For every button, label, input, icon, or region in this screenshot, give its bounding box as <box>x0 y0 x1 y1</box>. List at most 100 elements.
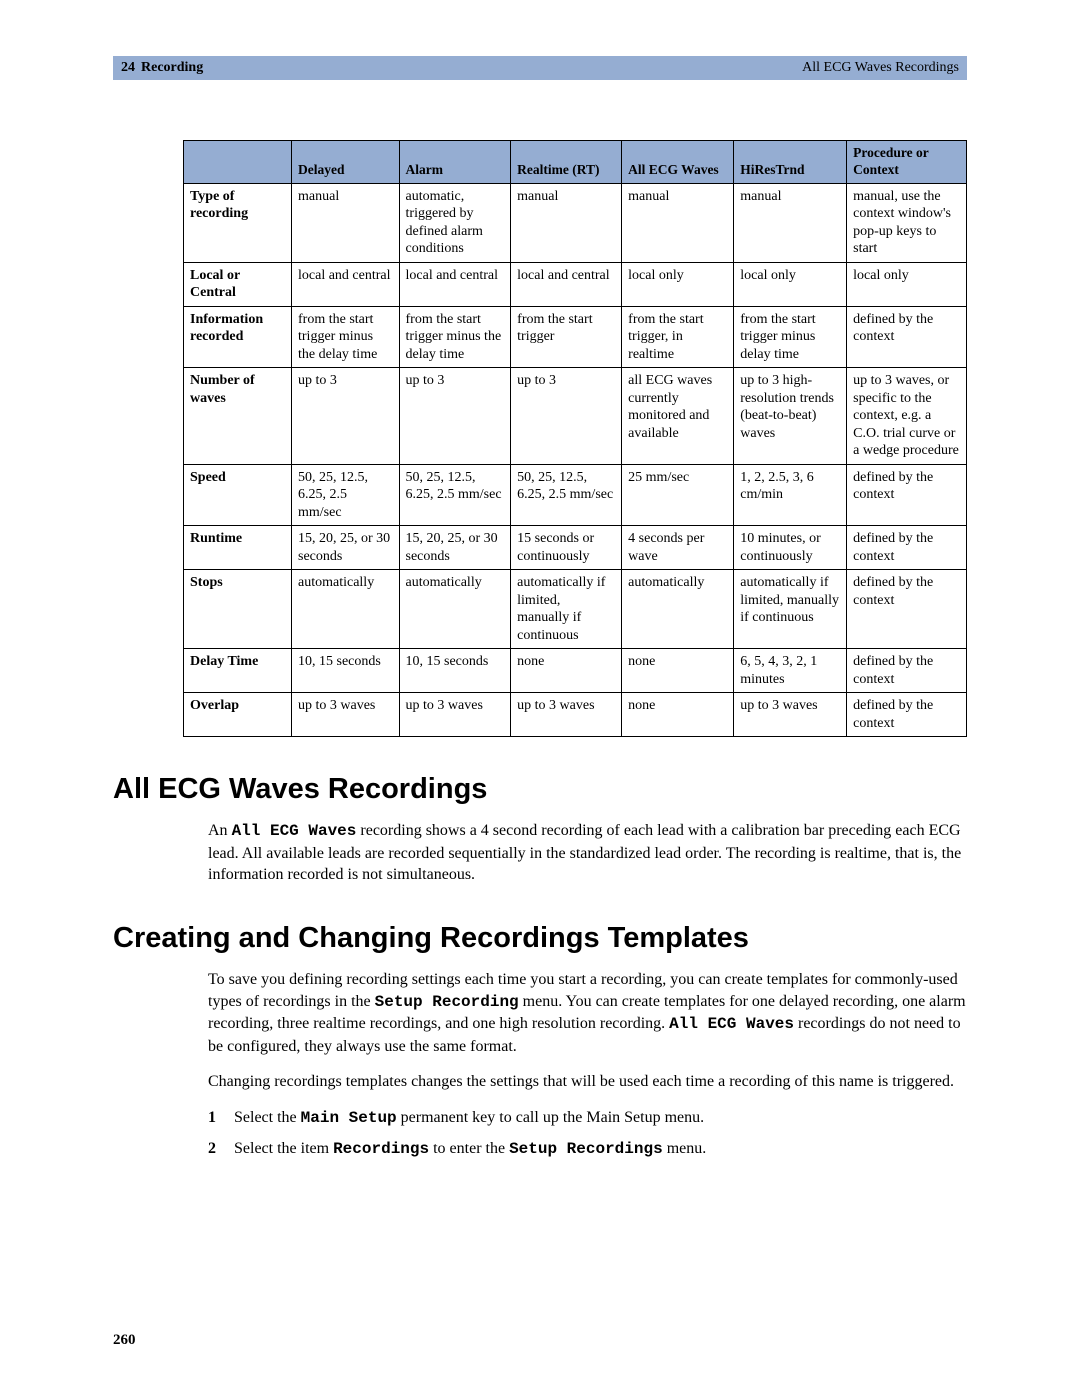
section-body-1: An All ECG Waves recording shows a 4 sec… <box>208 820 967 886</box>
section-body-2: To save you defining recording settings … <box>208 969 967 1160</box>
table-cell: manual <box>511 183 622 262</box>
table-cell: 1, 2, 2.5, 3, 6 cm/min <box>734 464 847 526</box>
table-cell: from the start trigger minus the delay t… <box>399 306 511 368</box>
chapter-number: 24 <box>121 60 135 76</box>
table-cell: 50, 25, 12.5, 6.25, 2.5 mm/sec <box>511 464 622 526</box>
table-row: Speed50, 25, 12.5, 6.25, 2.5 mm/sec50, 2… <box>184 464 967 526</box>
table-row: Type of recordingmanualautomatic, trigge… <box>184 183 967 262</box>
inline-code: Recordings <box>333 1140 429 1158</box>
table-cell: local and central <box>399 262 511 306</box>
text: permanent key to call up the Main Setup … <box>397 1109 704 1126</box>
table-cell: none <box>622 693 734 737</box>
row-head: Speed <box>184 464 292 526</box>
table-cell: none <box>622 649 734 693</box>
table-cell: from the start trigger minus delay time <box>734 306 847 368</box>
inline-code: Setup Recording <box>375 993 519 1011</box>
table-cell: automatically <box>622 570 734 649</box>
col-head-allecg: All ECG Waves <box>622 141 734 184</box>
row-head: Runtime <box>184 526 292 570</box>
inline-code: All ECG Waves <box>669 1015 794 1033</box>
inline-code: Setup Recordings <box>509 1140 663 1158</box>
table-cell: 10 minutes, or continuously <box>734 526 847 570</box>
step-number: 1 <box>208 1107 222 1130</box>
col-head-realtime: Realtime (RT) <box>511 141 622 184</box>
table-cell: automatically if limited, manually if co… <box>734 570 847 649</box>
table-cell: up to 3 high-resolution trends (beat-to-… <box>734 368 847 465</box>
table-cell: local only <box>622 262 734 306</box>
table-cell: defined by the context <box>847 693 967 737</box>
header-left: 24 Recording <box>121 60 203 76</box>
table-cell: automatically <box>399 570 511 649</box>
row-head: Number of waves <box>184 368 292 465</box>
table-cell: 4 seconds per wave <box>622 526 734 570</box>
table-cell: defined by the context <box>847 526 967 570</box>
col-head-blank <box>184 141 292 184</box>
text: Select the item <box>234 1140 333 1157</box>
row-head: Information recorded <box>184 306 292 368</box>
table-cell: from the start trigger, in realtime <box>622 306 734 368</box>
row-head: Local or Central <box>184 262 292 306</box>
page: 24 Recording All ECG Waves Recordings De… <box>0 0 1080 1397</box>
step-number: 2 <box>208 1138 222 1161</box>
table-cell: 15, 20, 25, or 30 seconds <box>292 526 400 570</box>
table-cell: manual, use the context window's pop-up … <box>847 183 967 262</box>
steps-list: 1 Select the Main Setup permanent key to… <box>208 1107 967 1160</box>
table-cell: up to 3 waves <box>399 693 511 737</box>
paragraph: An All ECG Waves recording shows a 4 sec… <box>208 820 967 886</box>
table-cell: 50, 25, 12.5, 6.25, 2.5 mm/sec <box>399 464 511 526</box>
table-cell: defined by the context <box>847 570 967 649</box>
table-row: Stopsautomaticallyautomaticallyautomatic… <box>184 570 967 649</box>
table-cell: manual <box>734 183 847 262</box>
table-cell: local only <box>734 262 847 306</box>
row-head: Type of recording <box>184 183 292 262</box>
step-text: Select the item Recordings to enter the … <box>234 1138 706 1161</box>
table-header-row: Delayed Alarm Realtime (RT) All ECG Wave… <box>184 141 967 184</box>
heading-all-ecg-waves: All ECG Waves Recordings <box>113 773 967 806</box>
col-head-hirestrnd: HiResTrnd <box>734 141 847 184</box>
text: to enter the <box>429 1140 509 1157</box>
table-cell: up to 3 <box>511 368 622 465</box>
table-cell: 6, 5, 4, 3, 2, 1 minutes <box>734 649 847 693</box>
table-cell: 50, 25, 12.5, 6.25, 2.5 mm/sec <box>292 464 400 526</box>
table-cell: from the start trigger minus the delay t… <box>292 306 400 368</box>
table-cell: up to 3 <box>292 368 400 465</box>
table-cell: manual <box>292 183 400 262</box>
table-row: Delay Time10, 15 seconds10, 15 secondsno… <box>184 649 967 693</box>
text: menu. <box>663 1140 707 1157</box>
table-cell: manual <box>622 183 734 262</box>
table-cell: 10, 15 seconds <box>399 649 511 693</box>
page-number: 260 <box>113 1332 136 1349</box>
table-cell: local only <box>847 262 967 306</box>
table-cell: up to 3 waves <box>511 693 622 737</box>
row-head: Stops <box>184 570 292 649</box>
table-cell: 15 seconds or continuously <box>511 526 622 570</box>
table-row: Overlapup to 3 wavesup to 3 wavesup to 3… <box>184 693 967 737</box>
row-head: Delay Time <box>184 649 292 693</box>
table-cell: 10, 15 seconds <box>292 649 400 693</box>
col-head-alarm: Alarm <box>399 141 511 184</box>
table-cell: up to 3 waves <box>292 693 400 737</box>
text: Select the <box>234 1109 301 1126</box>
chapter-title: Recording <box>141 60 203 76</box>
heading-templates: Creating and Changing Recordings Templat… <box>113 922 967 955</box>
table-cell: defined by the context <box>847 464 967 526</box>
table-body: Type of recordingmanualautomatic, trigge… <box>184 183 967 737</box>
col-head-delayed: Delayed <box>292 141 400 184</box>
table-row: Runtime15, 20, 25, or 30 seconds15, 20, … <box>184 526 967 570</box>
table-cell: defined by the context <box>847 649 967 693</box>
table-cell: up to 3 waves <box>734 693 847 737</box>
table-cell: automatic, triggered by defined alarm co… <box>399 183 511 262</box>
table-cell: local and central <box>292 262 400 306</box>
paragraph: Changing recordings templates changes th… <box>208 1071 967 1093</box>
table-cell: automatically if limited, manually if co… <box>511 570 622 649</box>
table-cell: all ECG waves currently monitored and av… <box>622 368 734 465</box>
table-row: Information recordedfrom the start trigg… <box>184 306 967 368</box>
header-right: All ECG Waves Recordings <box>802 60 959 76</box>
step-text: Select the Main Setup permanent key to c… <box>234 1107 704 1130</box>
running-header: 24 Recording All ECG Waves Recordings <box>113 56 967 80</box>
inline-code: Main Setup <box>301 1109 397 1127</box>
table-cell: none <box>511 649 622 693</box>
table-cell: 25 mm/sec <box>622 464 734 526</box>
text: An <box>208 822 232 839</box>
table-cell: up to 3 waves, or specific to the contex… <box>847 368 967 465</box>
